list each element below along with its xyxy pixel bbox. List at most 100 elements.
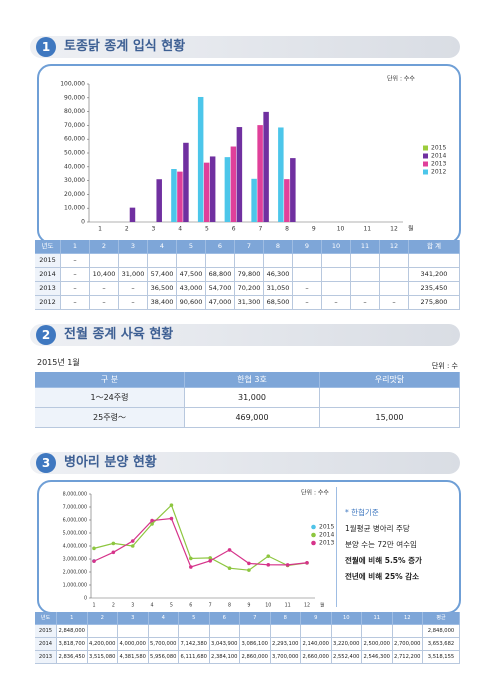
table-cell: 2,660,000	[301, 651, 332, 664]
table-cell: 5,700,000	[148, 638, 179, 651]
note-line: 전년에 비해 25% 감소	[345, 572, 420, 581]
bar	[278, 127, 284, 222]
x-tick-label: 7	[209, 603, 212, 609]
table-cell: 68,800	[206, 268, 235, 282]
legend-label: 2012	[431, 169, 446, 176]
table-cell: 2,140,000	[301, 638, 332, 651]
x-tick-label: 5	[170, 603, 173, 609]
table-cell: 70,200	[235, 282, 264, 296]
y-tick-label: 60,000	[64, 136, 85, 143]
x-tick-label: 12	[390, 226, 398, 233]
table-cell	[322, 254, 351, 268]
table-cell	[351, 254, 380, 268]
table-cell: 2013	[35, 651, 57, 664]
table-cell: –	[61, 296, 90, 310]
x-tick-label: 2	[112, 603, 115, 609]
header-cell: 한협 3호	[185, 372, 320, 388]
header-cell: 합 계	[409, 240, 460, 254]
y-tick-label: 8,000,000	[63, 492, 87, 498]
bar	[224, 157, 231, 222]
table-cell: 3,518,155	[423, 651, 460, 664]
header-cell: 2	[90, 240, 119, 254]
bar	[257, 125, 263, 222]
section-number: 1	[36, 37, 56, 57]
x-tick-label: 8	[285, 226, 289, 233]
table-cell: –	[351, 296, 380, 310]
header-cell: 우리맛닭	[320, 372, 460, 388]
bar	[209, 156, 216, 222]
legend-label: 2013	[431, 161, 446, 168]
table-cell: 3,700,000	[270, 651, 301, 664]
bar	[290, 158, 296, 222]
point	[247, 568, 251, 572]
table-cell	[118, 625, 149, 638]
table-cell	[119, 254, 148, 268]
table-cell: 31,000	[119, 268, 148, 282]
table-cell: –	[293, 296, 322, 310]
x-tick-label: 11	[363, 226, 371, 233]
header-cell: 12	[392, 612, 423, 625]
y-tick-label: 5,000,000	[63, 531, 87, 537]
point	[111, 550, 116, 555]
table-cell: 79,800	[235, 268, 264, 282]
legend-swatch	[311, 524, 316, 530]
table-cell: 341,200	[409, 268, 460, 282]
table-cell: 3,515,080	[87, 651, 118, 664]
point	[189, 556, 193, 561]
legend-swatch	[423, 145, 428, 151]
bar	[284, 179, 290, 222]
point	[285, 563, 290, 567]
table-cell	[380, 282, 409, 296]
section-header: 1 토종닭 종계 입식 현황	[30, 36, 460, 58]
table-cell: 90,600	[177, 296, 206, 310]
x-tick-label: 10	[265, 603, 271, 609]
y-tick-label: 6,000,000	[63, 518, 87, 524]
section-header: 3 병아리 분양 현황	[30, 452, 460, 474]
table-cell: 2,712,200	[392, 651, 423, 664]
point	[130, 544, 135, 548]
header-cell: 12	[380, 240, 409, 254]
table-cell: 2,860,000	[240, 651, 271, 664]
table-cell: 275,800	[409, 296, 460, 310]
legend-label: 2015	[319, 524, 334, 531]
y-tick-label: 100,000	[60, 81, 85, 88]
point	[130, 539, 135, 543]
point	[266, 563, 271, 567]
table-cell: 6,111,680	[179, 651, 210, 664]
y-tick-label: 20,000	[64, 191, 85, 198]
point	[189, 565, 193, 569]
table-cell: 235,450	[409, 282, 460, 296]
section-title: 전월 종계 사육 현황	[64, 327, 174, 342]
table-cell: –	[322, 296, 351, 310]
table-cell	[322, 282, 351, 296]
table-cell: 25주령～	[35, 408, 185, 428]
y-tick-label: 0	[84, 596, 87, 602]
table-cell: –	[90, 296, 119, 310]
table-cell	[87, 625, 118, 638]
note-line: 분양 수는 72만 여수임	[345, 540, 417, 549]
table-cell: 3,086,100	[240, 638, 271, 651]
table: 년도 1 2 3 4 5 6 7 8 9 10 11 12 평균 2015 2,848,000 2,848,00…	[35, 612, 460, 664]
header-cell: 5	[177, 240, 206, 254]
table-cell: 2,500,000	[362, 638, 393, 651]
header-cell: 4	[148, 240, 177, 254]
table-cell: 2,546,300	[362, 651, 393, 664]
header-cell: 1	[57, 612, 88, 625]
x-tick-label: 4	[178, 226, 182, 233]
table-cell: 31,050	[264, 282, 293, 296]
table-cell	[362, 625, 393, 638]
bar	[230, 146, 237, 222]
table-cell: –	[119, 282, 148, 296]
table-cell	[90, 254, 119, 268]
table-cell: 10,400	[90, 268, 119, 282]
legend-label: 2015	[431, 145, 446, 152]
table-cell	[293, 268, 322, 282]
table-cell: –	[380, 296, 409, 310]
x-tick-label: 9	[312, 226, 316, 233]
y-tick-label: 30,000	[64, 177, 85, 184]
table-cell: 31,000	[185, 388, 320, 408]
y-tick-label: 7,000,000	[63, 505, 87, 511]
point	[208, 556, 212, 560]
table-cell: 2,848,000	[57, 625, 88, 638]
section-title: 토종닭 종계 입식 현황	[64, 39, 186, 54]
